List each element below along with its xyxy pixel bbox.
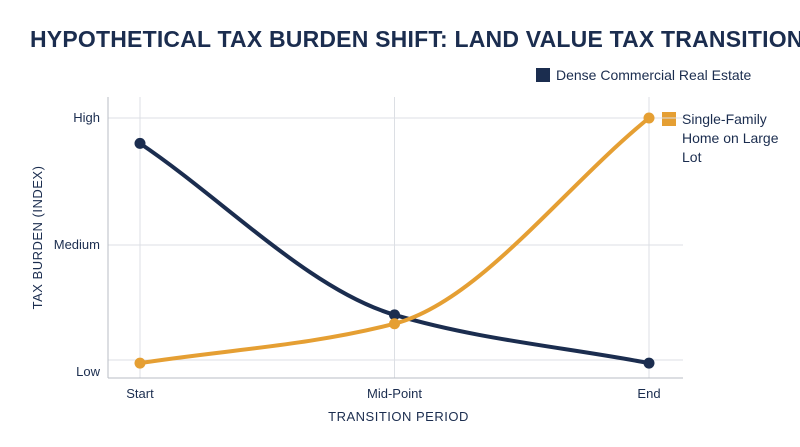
legend-swatch-commercial (536, 68, 550, 82)
legend-swatch-single-family (662, 112, 676, 126)
series-0-point-0 (134, 137, 146, 149)
series-1-point-2 (643, 112, 655, 124)
series-0-point-2 (643, 357, 655, 369)
legend-label-commercial: Dense Commercial Real Estate (556, 67, 752, 83)
legend-label-single-family: Single-Family Home on Large Lot (682, 111, 779, 165)
x-tick-label-1: Mid-Point (367, 386, 422, 401)
y-tick-label-2: High (73, 110, 100, 125)
x-axis-title: TRANSITION PERIOD (328, 409, 469, 424)
y-axis-title: TAX BURDEN (INDEX) (30, 166, 45, 310)
series-layer (134, 112, 655, 369)
series-0-point-1 (389, 309, 400, 321)
y-tick-label-1: Medium (54, 237, 100, 252)
x-tick-label-2: End (637, 386, 660, 401)
chart-axes (107, 97, 683, 379)
axis-labels: Low Medium High Start Mid-Point End TRANSITION… (30, 110, 661, 424)
series-1-point-0 (134, 357, 146, 369)
legend-item-commercial: Dense Commercial Real Estate (536, 66, 751, 85)
y-tick-label-0: Low (76, 364, 100, 379)
x-tick-label-0: Start (126, 386, 154, 401)
chart-title: HYPOTHETICAL TAX BURDEN SHIFT: LAND VALU… (30, 26, 800, 52)
legend-item-single-family: Single-Family Home on Large Lot (662, 110, 782, 167)
chart-grid (108, 97, 683, 378)
series-1-point-1 (389, 318, 400, 330)
